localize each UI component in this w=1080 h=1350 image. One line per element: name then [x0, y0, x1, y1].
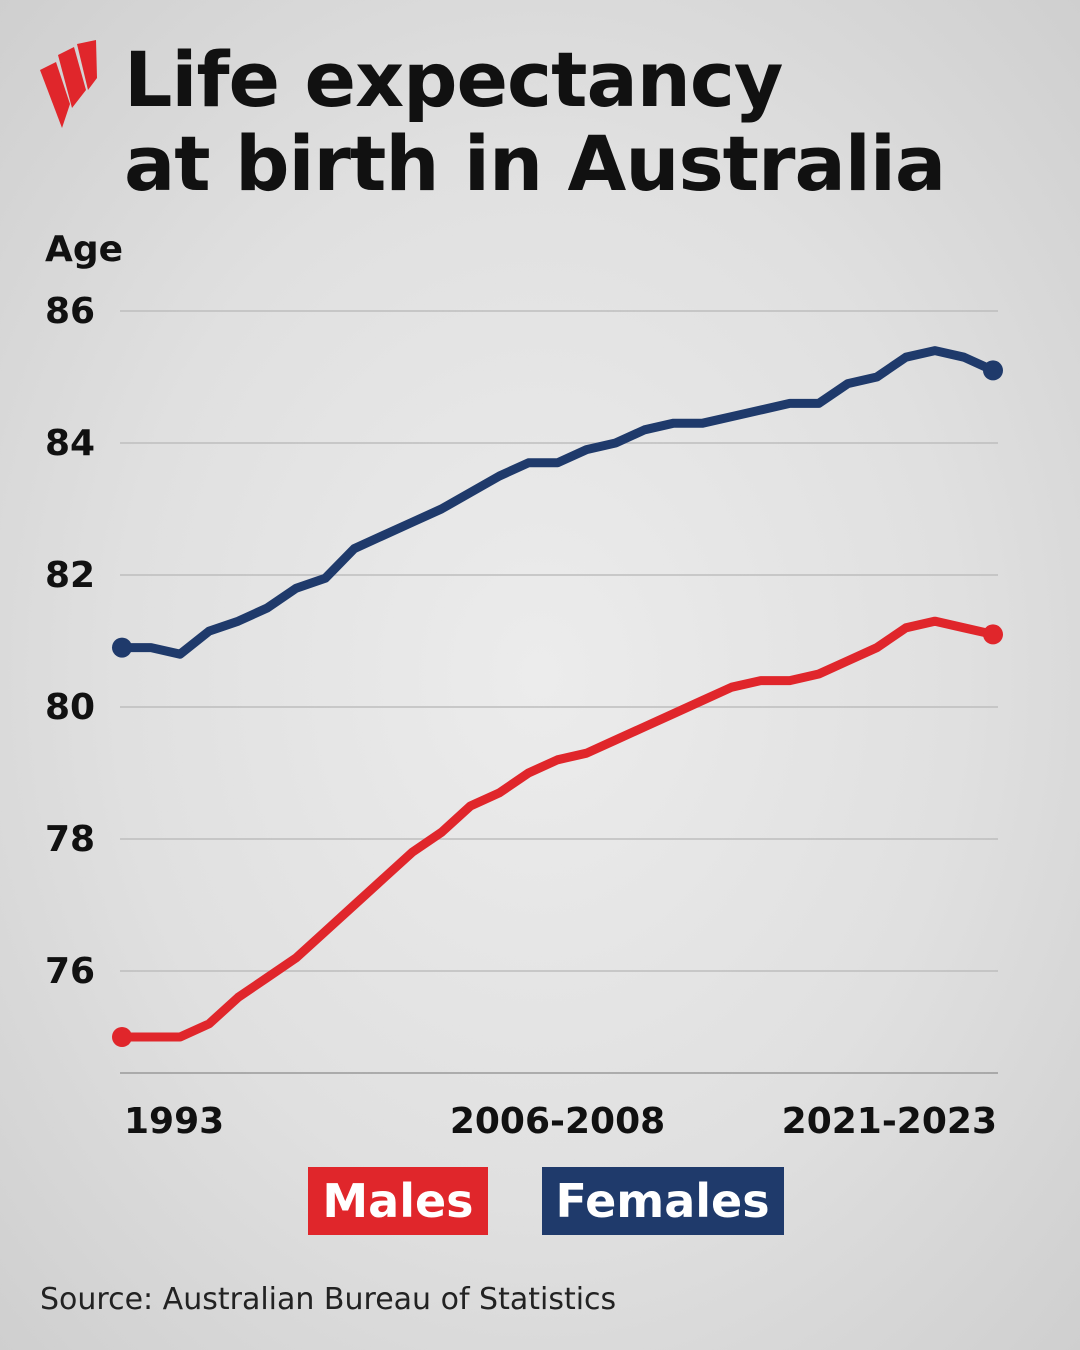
end-point — [983, 624, 1003, 645]
x-tick-label: 2006-2008 — [450, 1101, 665, 1142]
title-line: Life expectancy — [124, 35, 783, 124]
y-tick-label: 82 — [45, 555, 95, 596]
series-line — [122, 346, 995, 659]
series-line — [122, 616, 994, 1042]
y-tick-label: 84 — [45, 423, 95, 464]
legend-entry: Males — [308, 1167, 488, 1235]
y-axis-label: Age — [45, 229, 123, 270]
x-tick-label: 2021-2023 — [782, 1101, 997, 1142]
x-tick-label: 1993 — [124, 1101, 224, 1142]
legend-entry: Females — [541, 1167, 784, 1235]
legend: Males Females — [6, 1167, 1080, 1235]
y-tick-label: 86 — [45, 291, 95, 332]
y-tick-label: 78 — [45, 819, 95, 860]
end-point — [112, 1027, 132, 1047]
title-line: at birth in Australia — [124, 119, 946, 208]
chart-title: Life expectancy at birth in Australia — [124, 35, 946, 208]
logo — [40, 40, 97, 128]
y-tick-label: 80 — [45, 687, 95, 728]
end-point — [983, 360, 1003, 381]
y-tick-label: 76 — [45, 951, 95, 992]
end-point — [112, 637, 132, 658]
source: Source: Australian Bureau of Statistics — [40, 1282, 617, 1317]
